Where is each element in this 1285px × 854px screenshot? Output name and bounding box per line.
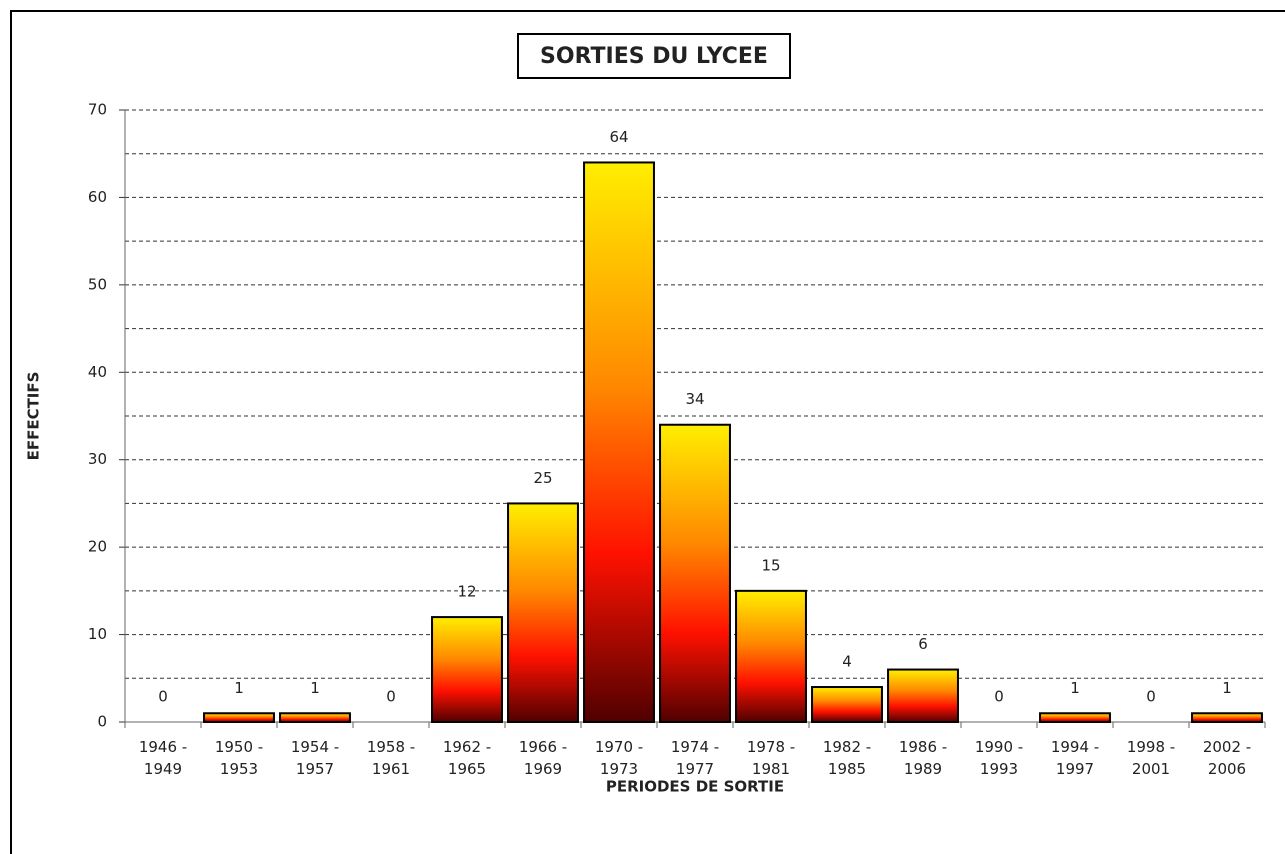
x-tick-label: 2002 - 2006 [1202,738,1252,778]
chart-title: SORTIES DU LYCEE [540,44,768,69]
y-axis-label: EFFECTIFS [25,372,43,461]
y-tick-label: 40 [88,363,107,381]
title-box [517,33,791,79]
x-tick-label: 1998 - 2001 [1126,738,1176,778]
bar [1039,712,1111,723]
value-label: 0 [1146,688,1156,706]
value-label: 34 [685,390,704,408]
x-tick-label: 1970 - 1973 [594,738,644,778]
value-label: 1 [1222,679,1232,697]
bar [279,712,351,723]
bar [203,712,275,723]
x-tick-label: 1950 - 1953 [214,738,264,778]
bar [659,423,731,723]
value-label: 12 [457,583,476,601]
x-tick-label: 1974 - 1977 [670,738,720,778]
value-label: 1 [1070,679,1080,697]
bar [887,668,959,723]
value-label: 0 [386,688,396,706]
value-label: 0 [158,688,168,706]
value-label: 64 [609,128,628,146]
value-label: 6 [918,635,928,653]
value-label: 1 [310,679,320,697]
bar [811,686,883,723]
y-tick-label: 50 [88,275,107,293]
y-tick-label: 70 [88,101,107,119]
value-label: 15 [761,556,780,574]
x-tick-label: 1978 - 1981 [746,738,796,778]
frame [10,10,1285,854]
x-tick-label: 1986 - 1989 [898,738,948,778]
bar [507,502,579,723]
x-tick-label: 1962 - 1965 [442,738,492,778]
x-tick-label: 1990 - 1993 [974,738,1024,778]
x-tick-label: 1946 - 1949 [138,738,188,778]
y-tick-label: 60 [88,188,107,206]
y-tick-label: 10 [88,625,107,643]
x-tick-label: 1982 - 1985 [822,738,872,778]
bar [431,616,503,723]
x-tick-label: 1958 - 1961 [366,738,416,778]
x-tick-label: 1994 - 1997 [1050,738,1100,778]
y-tick-label: 20 [88,538,107,556]
bar [583,161,655,723]
bar [735,589,807,723]
x-axis-label: PERIODES DE SORTIE [606,778,784,796]
value-label: 4 [842,653,852,671]
value-label: 25 [533,469,552,487]
value-label: 0 [994,688,1004,706]
y-tick-label: 30 [88,450,107,468]
x-tick-label: 1954 - 1957 [290,738,340,778]
bar [1191,712,1263,723]
value-label: 1 [234,679,244,697]
x-tick-label: 1966 - 1969 [518,738,568,778]
y-tick-label: 0 [97,713,107,731]
